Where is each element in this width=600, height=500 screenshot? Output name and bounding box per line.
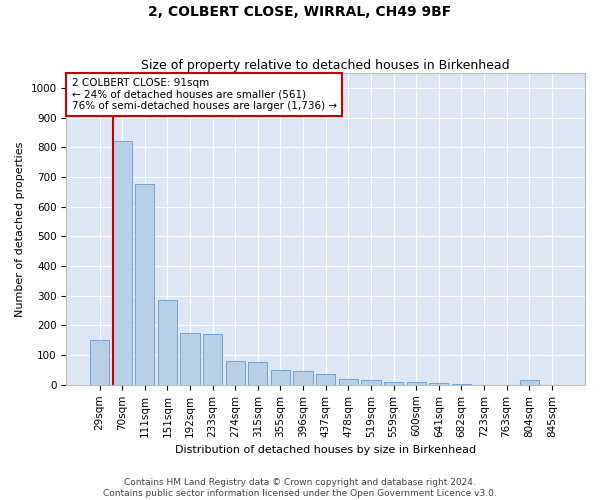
Bar	[113, 142, 132, 385]
Bar	[316, 374, 335, 385]
Bar	[520, 380, 539, 385]
Text: Contains HM Land Registry data © Crown copyright and database right 2024.
Contai: Contains HM Land Registry data © Crown c…	[103, 478, 497, 498]
Bar	[181, 333, 200, 385]
Bar	[203, 334, 222, 385]
Bar	[158, 300, 177, 385]
X-axis label: Distribution of detached houses by size in Birkenhead: Distribution of detached houses by size …	[175, 445, 476, 455]
Title: Size of property relative to detached houses in Birkenhead: Size of property relative to detached ho…	[142, 59, 510, 72]
Bar	[407, 382, 426, 385]
Bar	[384, 382, 403, 385]
Y-axis label: Number of detached properties: Number of detached properties	[15, 142, 25, 316]
Text: 2, COLBERT CLOSE, WIRRAL, CH49 9BF: 2, COLBERT CLOSE, WIRRAL, CH49 9BF	[148, 5, 452, 19]
Bar	[429, 383, 448, 385]
Bar	[361, 380, 380, 385]
Bar	[293, 370, 313, 385]
Bar	[135, 184, 154, 385]
Bar	[271, 370, 290, 385]
Text: 2 COLBERT CLOSE: 91sqm
← 24% of detached houses are smaller (561)
76% of semi-de: 2 COLBERT CLOSE: 91sqm ← 24% of detached…	[71, 78, 337, 111]
Bar	[226, 361, 245, 385]
Bar	[452, 384, 471, 385]
Bar	[90, 340, 109, 385]
Bar	[339, 379, 358, 385]
Bar	[248, 362, 268, 385]
